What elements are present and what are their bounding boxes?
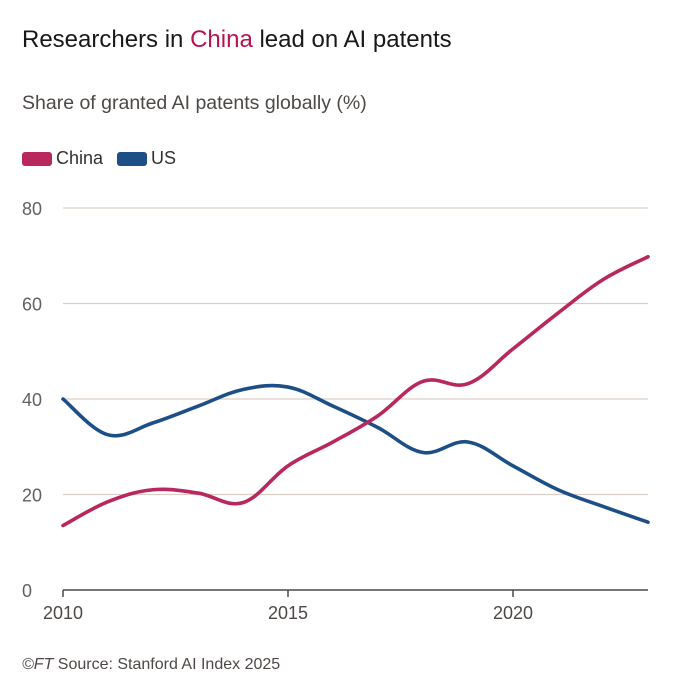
title-highlight: China xyxy=(190,26,253,53)
source-note: ©FT Source: Stanford AI Index 2025 xyxy=(22,656,280,674)
legend: China US xyxy=(22,148,190,169)
source-text: Source: Stanford AI Index 2025 xyxy=(53,656,281,673)
legend-swatch-us xyxy=(117,151,148,166)
title-prefix: Researchers in xyxy=(22,26,191,53)
title-suffix: lead on AI patents xyxy=(252,26,452,53)
legend-item-china: China xyxy=(22,148,103,169)
legend-swatch-china xyxy=(22,151,52,166)
legend-label-us: US xyxy=(151,148,177,168)
x-tick-label-2020: 2020 xyxy=(493,603,533,623)
chart-subtitle: Share of granted AI patents globally (%) xyxy=(22,92,367,114)
y-tick-label-20: 20 xyxy=(22,486,42,506)
series-line-us xyxy=(61,383,650,524)
x-tick-label-2015: 2015 xyxy=(268,603,308,623)
legend-label-china: China xyxy=(56,148,104,168)
y-tick-label-0: 0 xyxy=(22,581,32,601)
legend-item-us: US xyxy=(117,148,176,169)
y-tick-label-80: 80 xyxy=(22,199,42,219)
x-tick-label-2010: 2010 xyxy=(43,603,83,623)
chart-title: Researchers in China lead on AI patents xyxy=(22,26,452,54)
series-line-china xyxy=(61,254,650,528)
y-tick-label-60: 60 xyxy=(22,295,42,315)
y-tick-label-40: 40 xyxy=(22,390,42,410)
copyright-text: ©FT xyxy=(22,656,54,673)
